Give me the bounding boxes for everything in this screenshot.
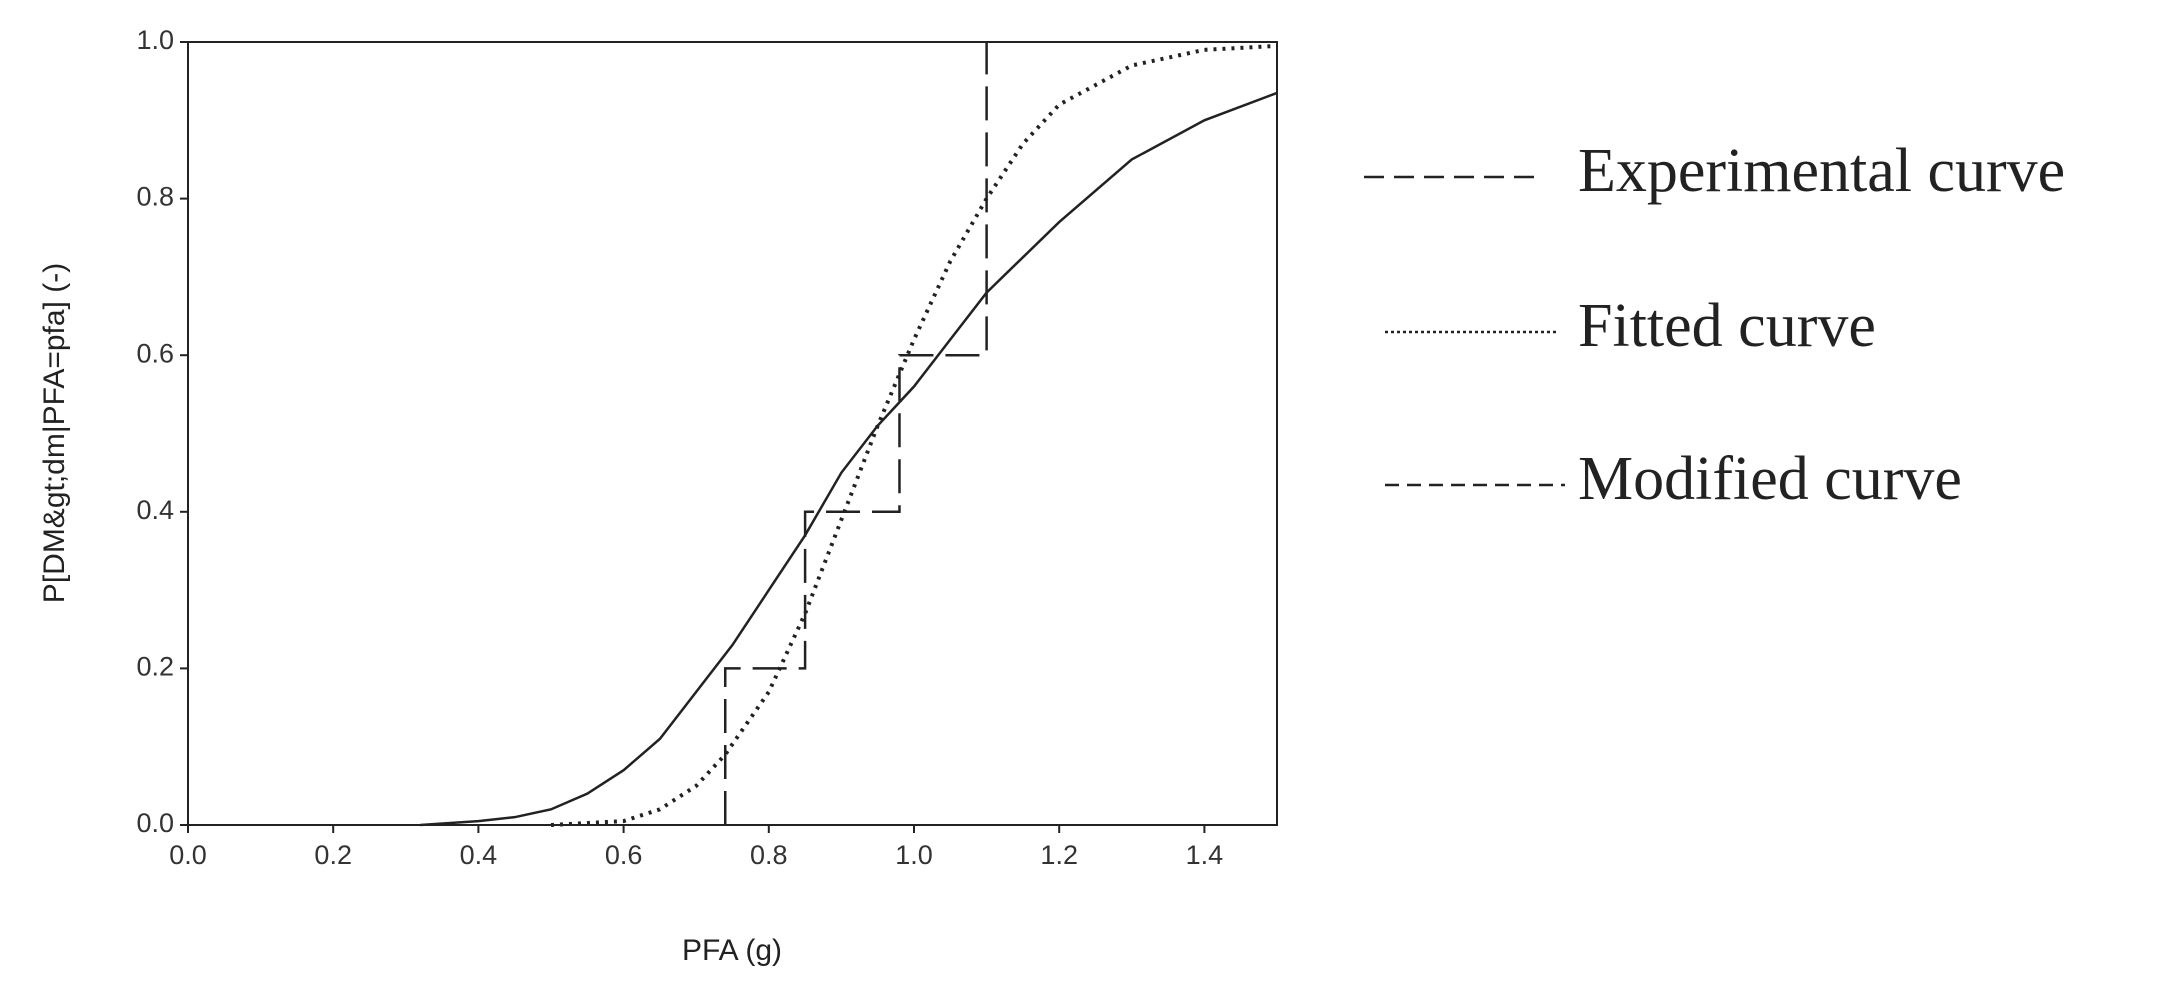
x-tick-label: 0.4 bbox=[460, 840, 498, 870]
y-tick-label: 0.2 bbox=[136, 652, 174, 682]
x-tick-label: 0.0 bbox=[169, 840, 207, 870]
series-line bbox=[420, 91, 1278, 827]
x-tick-label: 0.6 bbox=[605, 840, 643, 870]
series-line bbox=[723, 42, 988, 825]
y-tick-label: 0.0 bbox=[136, 808, 174, 838]
legend-label: Experimental curve bbox=[1578, 137, 2065, 205]
series-line bbox=[550, 43, 1278, 827]
x-tick-label: 0.8 bbox=[750, 840, 788, 870]
x-tick-label: 1.4 bbox=[1186, 840, 1224, 870]
x-tick-label: 1.2 bbox=[1040, 840, 1078, 870]
y-tick-label: 0.4 bbox=[136, 495, 174, 525]
y-tick-label: 0.8 bbox=[136, 182, 174, 212]
plot-frame bbox=[187, 41, 1278, 826]
y-tick-label: 0.6 bbox=[136, 338, 174, 368]
x-tick-label: 1.0 bbox=[895, 840, 933, 870]
y-tick-label: 1.0 bbox=[136, 25, 174, 55]
legend-label: Fitted curve bbox=[1578, 292, 1876, 360]
x-axis-label: PFA (g) bbox=[682, 934, 782, 967]
legend-label: Modified curve bbox=[1578, 445, 1962, 513]
x-tick-label: 0.2 bbox=[314, 840, 352, 870]
y-axis-label: P[DM&gt;dm|PFA=pfa] (-) bbox=[38, 263, 71, 603]
